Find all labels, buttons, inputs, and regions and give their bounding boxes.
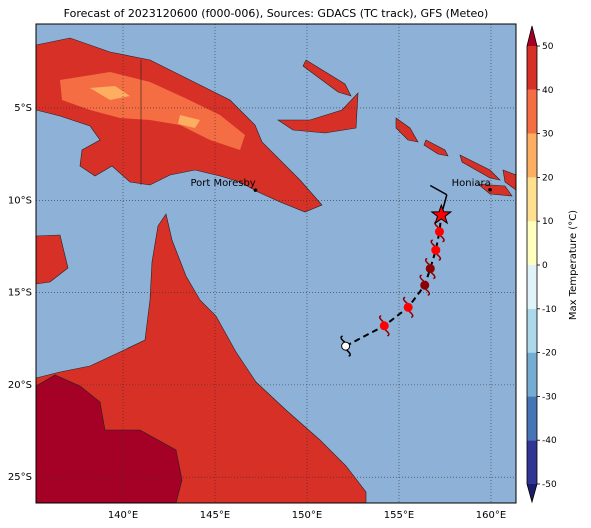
storm-arms bbox=[402, 296, 414, 319]
y-tick-label: 15°S bbox=[8, 288, 32, 299]
y-tick-label: 10°S bbox=[8, 195, 32, 206]
tail-line bbox=[429, 184, 448, 196]
city-label: Port Moresby bbox=[190, 178, 255, 189]
solomons-1 bbox=[423, 139, 449, 157]
current-position bbox=[430, 203, 453, 225]
x-tick-label: 160°E bbox=[476, 510, 506, 521]
colorbar-band bbox=[527, 440, 537, 484]
colorbar-band bbox=[527, 133, 537, 178]
colorbar-band bbox=[527, 46, 537, 90]
storm-arms bbox=[424, 257, 436, 280]
colorbar-band bbox=[527, 396, 537, 441]
colorbar-tick-label: -10 bbox=[542, 305, 557, 315]
storm-marker bbox=[434, 227, 444, 237]
storm-marker bbox=[431, 245, 441, 255]
storm-marker bbox=[425, 264, 435, 274]
colorbar-tick-label: -50 bbox=[542, 480, 557, 490]
highlands-peak bbox=[90, 86, 200, 128]
storm-arms bbox=[419, 274, 431, 296]
solomons-2 bbox=[459, 154, 501, 181]
colorbar-band bbox=[527, 308, 537, 353]
storm-marker bbox=[403, 302, 413, 312]
colorbar-band bbox=[527, 89, 537, 134]
y-tick-label: 5°S bbox=[14, 103, 32, 114]
colorbar-band bbox=[527, 221, 537, 265]
colorbar-tick-label: 30 bbox=[542, 130, 554, 140]
bougainville bbox=[395, 117, 419, 143]
colorbar-label: Max Temperature (°C) bbox=[568, 210, 579, 320]
colorbar-tick-label: 0 bbox=[542, 261, 548, 271]
colorbar-tick-label: -30 bbox=[542, 392, 557, 402]
x-tick-label: 155°E bbox=[384, 510, 414, 521]
arnhem bbox=[36, 234, 69, 285]
colorbar-tick-label: -40 bbox=[542, 436, 557, 446]
map-frame bbox=[35, 23, 517, 504]
colorbar-tick-label: 10 bbox=[542, 217, 554, 227]
city-label: Honiara bbox=[452, 178, 491, 189]
x-tick-label: 150°E bbox=[292, 510, 322, 521]
solomons-4 bbox=[502, 169, 516, 191]
colorbar-tick-label: 40 bbox=[542, 86, 554, 96]
x-tick-label: 140°E bbox=[108, 510, 138, 521]
colorbar-under bbox=[527, 484, 537, 502]
colorbar-band bbox=[527, 265, 537, 309]
storm-arms bbox=[340, 335, 351, 357]
storm-arms bbox=[378, 315, 390, 337]
storm-marker bbox=[341, 341, 351, 351]
map-title: Forecast of 2023120600 (f000-006), Sourc… bbox=[64, 7, 489, 20]
y-tick-label: 20°S bbox=[8, 380, 32, 391]
city-dot bbox=[253, 188, 258, 192]
land bbox=[36, 37, 516, 503]
colorbar-over bbox=[527, 26, 537, 46]
solomons-3 bbox=[477, 183, 513, 197]
storm-arms bbox=[430, 239, 442, 261]
new-britain bbox=[277, 92, 359, 134]
storm-marker bbox=[379, 321, 389, 331]
colorbar-tick-label: 20 bbox=[542, 173, 554, 183]
hot-region bbox=[36, 374, 183, 503]
y-tick-label: 25°S bbox=[8, 472, 32, 483]
storm-marker bbox=[420, 280, 430, 290]
colorbar-band bbox=[527, 177, 537, 222]
x-tick-label: 145°E bbox=[200, 510, 230, 521]
new-ireland bbox=[302, 59, 352, 97]
colorbar-tick-label: -20 bbox=[542, 349, 557, 359]
colorbar-band bbox=[527, 352, 537, 397]
colorbar-tick-label: 50 bbox=[542, 42, 554, 52]
city-dot bbox=[488, 187, 492, 192]
